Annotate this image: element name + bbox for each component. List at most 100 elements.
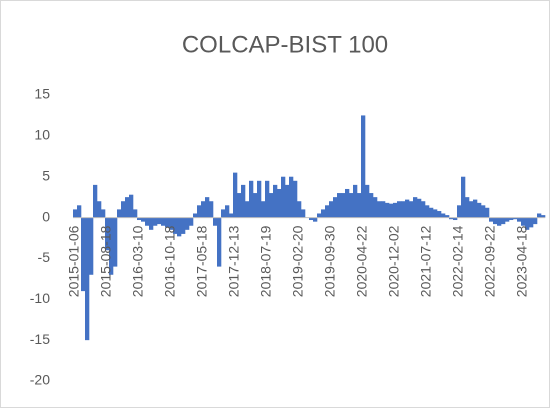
bar [369,193,374,218]
bar [449,217,454,220]
bar [301,209,306,218]
y-tick-label: -5 [38,249,51,265]
bar [481,205,486,218]
bar [465,197,470,218]
bar [413,197,418,218]
bar [493,217,498,225]
bar [145,217,150,226]
bar [229,213,234,218]
bar [385,202,390,218]
bar [365,184,370,218]
x-tick-label: 2015-08-18 [98,225,114,297]
bar [117,209,122,218]
bar [269,193,274,218]
bar [201,201,206,218]
bar [173,217,178,234]
y-tick-label: 0 [42,208,50,224]
bar [529,217,534,228]
bar [377,201,382,218]
bar [293,180,298,218]
bar [501,217,506,225]
bar [249,180,254,218]
bar [273,184,278,218]
x-tick-label: 2020-12-02 [386,225,402,297]
bar [433,209,438,218]
bar [437,211,442,218]
y-tick-label: -10 [30,290,50,306]
bar [297,201,302,218]
bar [121,201,126,218]
x-tick-label: 2017-12-13 [226,225,242,297]
bar [237,193,242,218]
bar [321,209,326,218]
bar [345,188,350,218]
x-tick-label: 2022-02-14 [450,225,466,297]
bar [257,180,262,218]
bar [205,197,210,218]
bar [245,201,250,218]
bar [185,217,190,230]
bar [137,217,142,221]
bar [225,205,230,218]
bar [421,201,426,218]
bar [477,202,482,218]
bar [105,217,110,251]
bar [281,176,286,218]
bar [157,217,162,225]
bar [361,115,366,218]
bar [521,217,526,226]
bar [213,217,218,226]
bar [445,215,450,218]
bar [337,193,342,218]
bar [389,203,394,218]
bar [473,199,478,218]
bar [533,217,538,225]
bar [265,180,270,218]
bar [425,205,430,218]
bar [513,217,518,220]
bar [109,217,114,275]
bar [329,201,334,218]
bar [253,193,258,218]
x-tick-label: 2017-05-18 [194,225,210,297]
chart-title: COLCAP-BIST 100 [182,31,388,58]
bar [93,184,98,218]
y-tick-label: -20 [30,372,50,388]
bar [193,213,198,218]
bar [97,201,102,218]
bar [517,217,522,222]
x-tick-label: 2019-02-20 [290,225,306,297]
bar [153,217,158,226]
bar [101,209,106,218]
bar [381,201,386,218]
bar [313,217,318,222]
bar [333,197,338,218]
bar [81,217,86,292]
bar [429,207,434,218]
y-tick-label: 10 [34,127,50,143]
y-tick-label: 5 [42,167,50,183]
x-tick-label: 2020-04-22 [354,225,370,297]
bar [209,201,214,218]
bar [149,217,154,230]
y-tick-label: -15 [30,331,50,347]
bar [217,217,222,267]
x-tick-label: 2021-07-12 [418,225,434,297]
bar [525,217,530,230]
bar [409,201,414,218]
bar [341,193,346,218]
bar [537,213,542,218]
bar [317,213,322,218]
bar [113,217,118,267]
bar [349,193,354,218]
bar [161,217,166,226]
bar [277,188,282,218]
bar [325,205,330,218]
bar [357,193,362,218]
bar [189,217,194,226]
bar [309,217,314,221]
bar [233,172,238,218]
bar [397,201,402,218]
